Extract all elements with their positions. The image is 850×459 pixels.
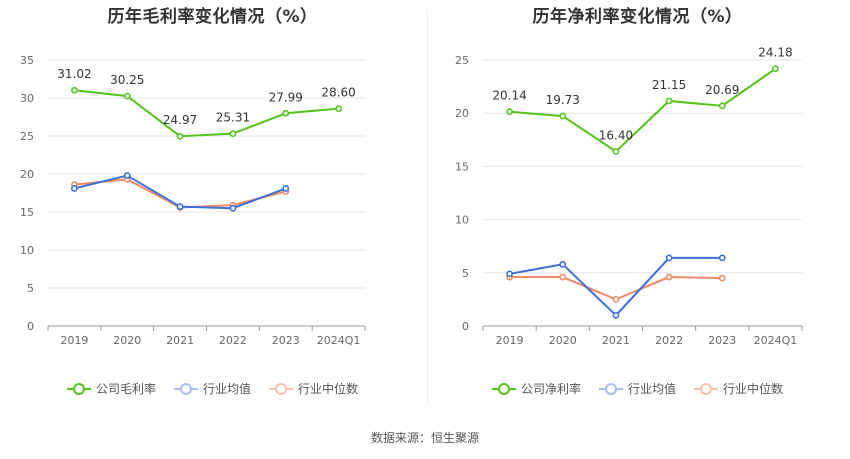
series-line-industry-median bbox=[74, 178, 287, 209]
data-point-industry-avg bbox=[282, 185, 290, 192]
legend-industry-median-label: 行业中位数 bbox=[298, 382, 359, 396]
x-tick-label: 2022 bbox=[655, 334, 683, 347]
gross-margin-chart: 历年毛利率变化情况（%） 0 5 10 15 20 25 30 35 2019 2020 2021 2… bbox=[0, 0, 425, 410]
legend-industry-avg-label: 行业均值 bbox=[627, 382, 676, 396]
net-margin-plot: 0 5 10 15 20 25 2019 2020 2021 2022 2023 2024Q1 20.1… bbox=[455, 46, 803, 347]
data-point-industry-avg bbox=[559, 260, 567, 268]
data-label: 30.25 bbox=[110, 73, 144, 87]
legend-industry-avg[interactable]: 行业均值 bbox=[598, 380, 676, 397]
data-label: 19.73 bbox=[546, 93, 580, 107]
legend-company-marker bbox=[66, 382, 91, 395]
legend-company-label: 公司毛利率 bbox=[95, 382, 156, 396]
data-point-company bbox=[718, 102, 726, 110]
data-point-industry-median bbox=[665, 273, 673, 281]
data-point-industry-avg bbox=[71, 185, 78, 192]
data-point-company bbox=[71, 86, 78, 94]
data-point-company bbox=[123, 92, 131, 100]
data-point-company bbox=[559, 112, 567, 120]
y-tick-label: 20 bbox=[20, 168, 34, 181]
chart-legend: 公司净利率 行业均值 行业中位数 bbox=[425, 380, 850, 397]
legend-company-label: 公司净利率 bbox=[520, 382, 581, 396]
y-tick-label: 20 bbox=[455, 107, 469, 120]
data-label: 31.02 bbox=[57, 67, 91, 81]
series-line-company bbox=[74, 89, 339, 138]
y-tick-label: 0 bbox=[27, 320, 34, 333]
chart-legend: 公司毛利率 行业均值 行业中位数 bbox=[0, 380, 425, 397]
data-point-industry-avg bbox=[665, 254, 673, 262]
y-tick-label: 25 bbox=[455, 54, 469, 67]
y-tick-label: 10 bbox=[455, 214, 469, 227]
y-tick-label: 15 bbox=[20, 206, 34, 219]
x-tick-label: 2024Q1 bbox=[317, 334, 361, 347]
y-tick-label: 10 bbox=[20, 244, 34, 257]
legend-company[interactable]: 公司净利率 bbox=[491, 380, 581, 397]
data-point-company bbox=[772, 65, 779, 73]
data-source-note: 数据来源：恒生聚源 bbox=[370, 431, 479, 445]
data-label: 24.97 bbox=[163, 113, 197, 127]
data-point-industry-avg bbox=[506, 270, 513, 278]
y-tick-label: 30 bbox=[20, 92, 34, 105]
x-tick-label: 2020 bbox=[113, 334, 141, 347]
legend-industry-avg-marker bbox=[598, 382, 623, 395]
y-tick-label: 0 bbox=[462, 320, 469, 333]
x-tick-label: 2022 bbox=[219, 334, 247, 347]
legend-industry-avg-label: 行业均值 bbox=[202, 382, 251, 396]
legend-industry-median[interactable]: 行业中位数 bbox=[269, 380, 358, 397]
data-point-company bbox=[612, 148, 620, 155]
data-point-industry-avg bbox=[123, 172, 131, 179]
data-point-company bbox=[229, 130, 237, 138]
legend-industry-median-label: 行业中位数 bbox=[723, 382, 784, 396]
data-point-company bbox=[665, 97, 673, 105]
legend-company-marker bbox=[491, 382, 516, 395]
data-label: 21.15 bbox=[652, 78, 686, 92]
net-margin-chart: 历年净利率变化情况（%） 0 5 10 15 20 25 2019 2020 2021 2022 2… bbox=[425, 0, 850, 410]
data-point-company bbox=[506, 108, 513, 116]
y-tick-label: 15 bbox=[455, 160, 469, 173]
panel-divider bbox=[427, 10, 428, 405]
legend-industry-median-marker bbox=[269, 382, 293, 395]
x-tick-label: 2023 bbox=[272, 334, 300, 347]
data-point-industry-avg bbox=[612, 311, 620, 319]
data-point-industry-avg bbox=[718, 254, 726, 262]
legend-industry-median[interactable]: 行业中位数 bbox=[694, 380, 783, 397]
data-label: 20.14 bbox=[492, 89, 526, 103]
data-label: 20.69 bbox=[705, 83, 739, 97]
data-point-company bbox=[282, 109, 290, 117]
x-tick-label: 2023 bbox=[708, 334, 736, 347]
y-tick-label: 35 bbox=[20, 54, 34, 67]
data-point-industry-median bbox=[559, 273, 567, 281]
chart-title: 历年净利率变化情况（%） bbox=[532, 7, 743, 27]
x-tick-label: 2020 bbox=[549, 334, 577, 347]
legend-industry-median-marker bbox=[694, 382, 718, 395]
gross-margin-plot: 0 5 10 15 20 25 30 35 2019 2020 2021 2022 2023 2024Q1… bbox=[20, 54, 366, 347]
data-point-company bbox=[335, 105, 342, 113]
series-line-company bbox=[509, 67, 776, 153]
data-point-industry-avg bbox=[176, 203, 184, 211]
x-tick-label: 2019 bbox=[496, 334, 524, 347]
data-point-industry-median bbox=[718, 274, 726, 282]
legend-industry-avg[interactable]: 行业均值 bbox=[173, 380, 251, 397]
series-line-industry-avg bbox=[509, 256, 723, 317]
x-tick-label: 2019 bbox=[60, 334, 88, 347]
data-point-industry-avg bbox=[229, 204, 237, 212]
data-label: 28.60 bbox=[321, 86, 355, 100]
y-tick-label: 5 bbox=[462, 267, 469, 280]
legend-company[interactable]: 公司毛利率 bbox=[66, 380, 156, 397]
legend-industry-avg-marker bbox=[173, 382, 198, 395]
data-label: 25.31 bbox=[216, 111, 250, 125]
x-tick-label: 2021 bbox=[602, 334, 630, 347]
data-label: 16.40 bbox=[599, 129, 633, 143]
data-label: 24.18 bbox=[758, 46, 792, 60]
x-tick-label: 2021 bbox=[166, 334, 194, 347]
y-tick-label: 25 bbox=[20, 130, 34, 143]
x-tick-label: 2024Q1 bbox=[754, 334, 798, 347]
data-label: 27.99 bbox=[269, 90, 303, 104]
data-point-company bbox=[176, 132, 184, 140]
chart-title: 历年毛利率变化情况（%） bbox=[107, 7, 318, 27]
y-tick-label: 5 bbox=[27, 282, 34, 295]
data-point-industry-median bbox=[612, 295, 620, 303]
